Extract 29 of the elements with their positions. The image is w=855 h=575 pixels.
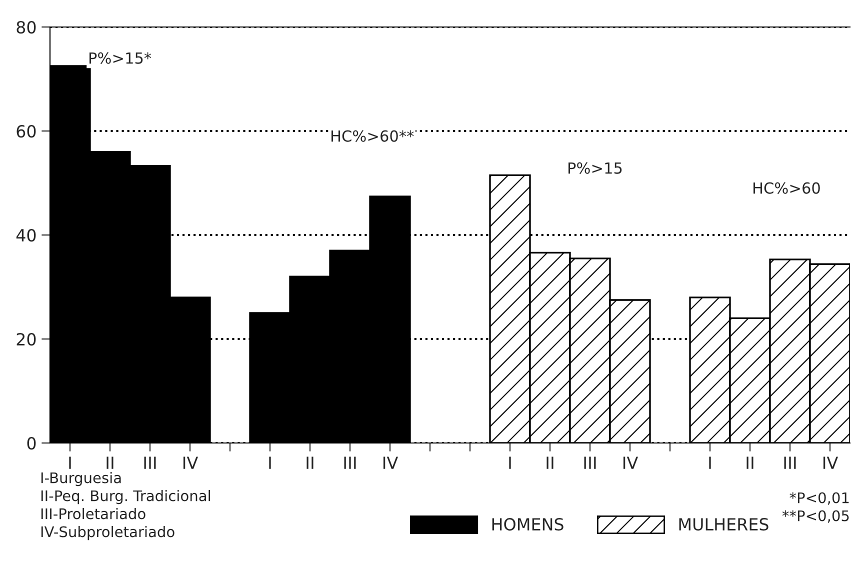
text: *P<0,01 **P<0,05 <box>782 492 849 523</box>
y-tick-label: 60 <box>16 124 36 138</box>
legend-label: HOMENS <box>492 518 564 531</box>
x-tick-label: III <box>344 456 356 469</box>
x-tick-label: III <box>584 456 596 469</box>
x-tick-label: II <box>306 456 314 469</box>
x-tick-label: IV <box>183 456 198 469</box>
x-tick-label: IV <box>623 456 638 469</box>
x-tick-label: II <box>746 456 754 469</box>
x-tick-label: IV <box>823 456 838 469</box>
annotation: HC%>60 <box>754 182 820 194</box>
x-tick-label: III <box>144 456 156 469</box>
x-tick-label: I <box>709 456 711 469</box>
y-tick-label: 0 <box>27 436 36 450</box>
x-tick-label: I <box>269 456 271 469</box>
annotation: P%>15* <box>90 52 152 64</box>
x-tick-label: IV <box>383 456 398 469</box>
legend-label: MULHERES <box>679 518 768 531</box>
x-tick-label: III <box>784 456 796 469</box>
annotation: HC%>60** <box>332 130 414 142</box>
x-tick-label: I <box>69 456 71 469</box>
y-tick-label: 20 <box>16 332 36 346</box>
x-tick-label: II <box>546 456 554 469</box>
y-tick-label: 80 <box>16 20 36 34</box>
text: I-Burguesia II-Peq. Burg. Tradicional III-Proletariado IV-Subproletariado <box>41 472 210 540</box>
x-tick-label: II <box>106 456 114 469</box>
x-tick-label: I <box>509 456 511 469</box>
y-tick-label: 40 <box>16 228 36 242</box>
annotation: P%>15 <box>568 162 622 174</box>
